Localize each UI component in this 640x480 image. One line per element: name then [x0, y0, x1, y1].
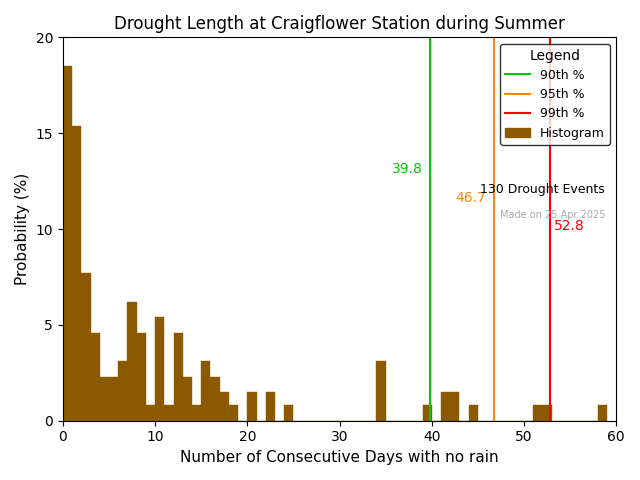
- Bar: [81, 273, 91, 421]
- Text: 46.7: 46.7: [456, 191, 486, 204]
- Bar: [211, 377, 220, 421]
- Bar: [155, 317, 164, 421]
- Bar: [247, 392, 257, 421]
- Bar: [533, 406, 543, 421]
- Text: 52.8: 52.8: [554, 219, 584, 233]
- Bar: [173, 333, 183, 421]
- Title: Drought Length at Craigflower Station during Summer: Drought Length at Craigflower Station du…: [114, 15, 565, 33]
- Bar: [192, 406, 201, 421]
- Bar: [146, 406, 155, 421]
- Bar: [63, 66, 72, 421]
- Legend: 90th %, 95th %, 99th %, Histogram: 90th %, 95th %, 99th %, Histogram: [500, 44, 610, 144]
- Bar: [543, 406, 552, 421]
- Bar: [441, 392, 450, 421]
- Bar: [109, 377, 118, 421]
- Bar: [100, 377, 109, 421]
- Bar: [183, 377, 192, 421]
- Bar: [164, 406, 173, 421]
- Text: 130 Drought Events: 130 Drought Events: [481, 183, 605, 196]
- Bar: [598, 406, 607, 421]
- Bar: [450, 392, 460, 421]
- Bar: [422, 406, 432, 421]
- Text: 39.8: 39.8: [392, 162, 422, 176]
- Bar: [91, 333, 100, 421]
- Bar: [229, 406, 238, 421]
- Text: Made on 25 Apr 2025: Made on 25 Apr 2025: [500, 210, 605, 220]
- Bar: [284, 406, 293, 421]
- Bar: [468, 406, 478, 421]
- X-axis label: Number of Consecutive Days with no rain: Number of Consecutive Days with no rain: [180, 450, 499, 465]
- Bar: [72, 125, 81, 421]
- Bar: [118, 361, 127, 421]
- Bar: [137, 333, 146, 421]
- Bar: [127, 302, 137, 421]
- Y-axis label: Probability (%): Probability (%): [15, 173, 30, 285]
- Bar: [220, 392, 229, 421]
- Bar: [376, 361, 386, 421]
- Bar: [201, 361, 211, 421]
- Bar: [266, 392, 275, 421]
